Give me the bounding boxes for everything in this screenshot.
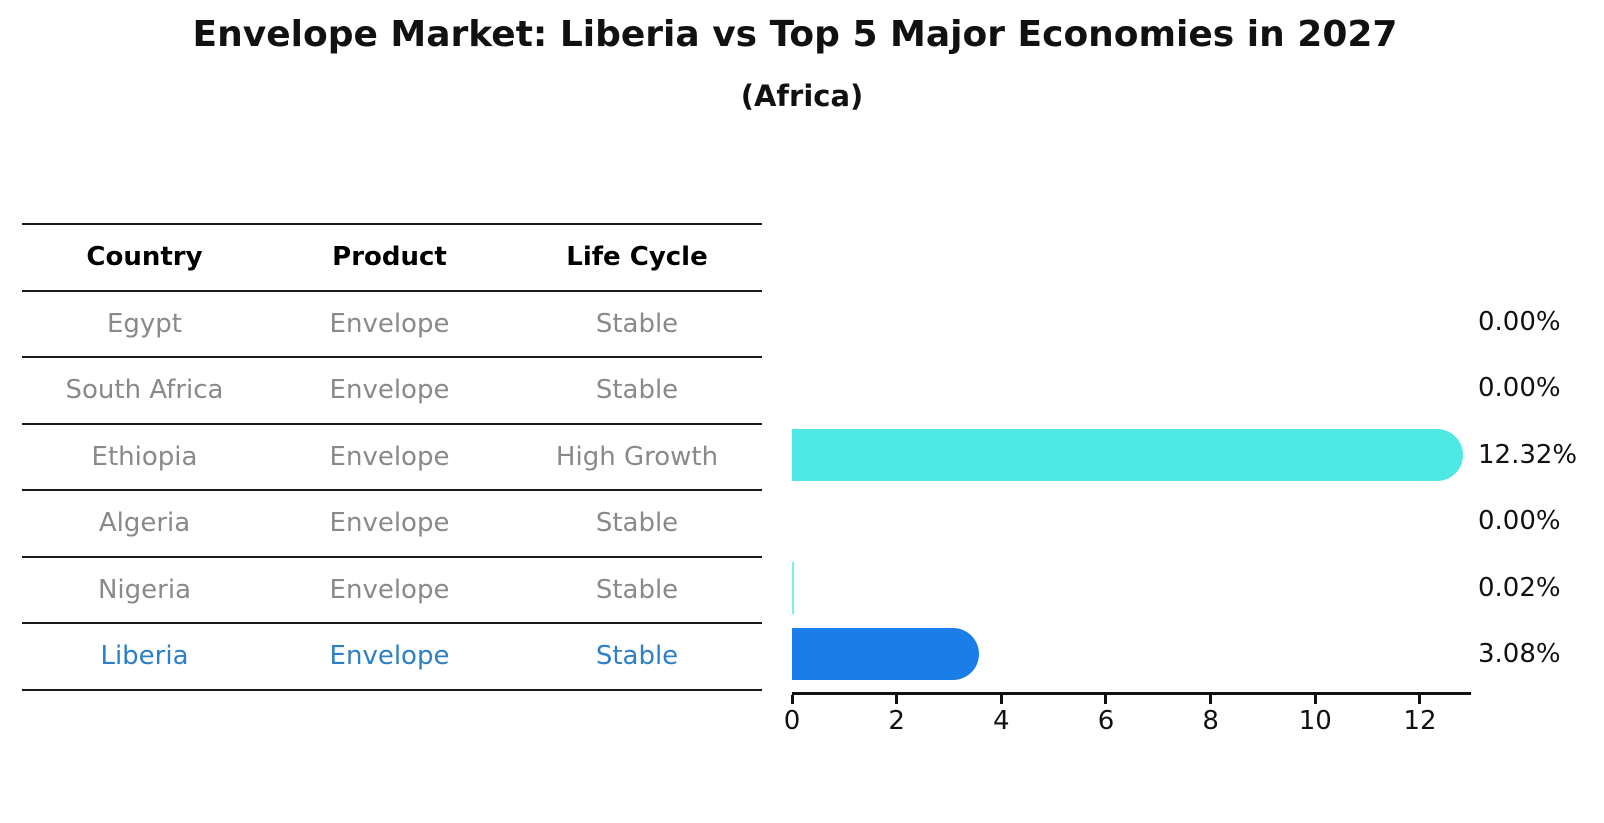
value-label-algeria: 0.00% bbox=[1478, 506, 1561, 536]
bar-liberia bbox=[792, 628, 980, 680]
x-axis-tick-label: 6 bbox=[1097, 706, 1115, 736]
cell-life-cycle: Stable bbox=[595, 641, 679, 672]
cell-life-cycle: Stable bbox=[595, 574, 679, 605]
value-label-south-africa: 0.00% bbox=[1478, 373, 1561, 403]
x-axis-tick bbox=[790, 695, 794, 704]
chart-title: Envelope Market: Liberia vs Top 5 Major … bbox=[192, 14, 1398, 55]
table-body: Egypt Envelope Stable South Africa Envelope S… bbox=[22, 292, 762, 691]
cell-life-cycle: Stable bbox=[595, 508, 679, 539]
value-label-ethiopia: 12.32% bbox=[1478, 440, 1578, 470]
cell-life-cycle: Stable bbox=[595, 375, 679, 406]
cell-country: Ethiopia bbox=[91, 441, 198, 472]
column-header-life-cycle: Life Cycle bbox=[566, 242, 708, 273]
x-axis-tick-label: 4 bbox=[993, 706, 1010, 736]
x-axis-tick-label: 12 bbox=[1403, 706, 1437, 736]
x-axis-tick-label: 0 bbox=[783, 706, 801, 736]
country-table: Country Product Life Cycle Egypt Envelope… bbox=[22, 223, 762, 691]
chart-subtitle: (Africa) bbox=[740, 79, 864, 113]
cell-life-cycle: High Growth bbox=[555, 441, 719, 472]
cell-country: Nigeria bbox=[97, 574, 192, 605]
cell-product: Envelope bbox=[329, 508, 450, 539]
bar-nigeria bbox=[792, 562, 794, 614]
x-axis-tick-label: 2 bbox=[888, 706, 905, 736]
x-axis-tick bbox=[1313, 695, 1317, 704]
table-row-ethiopia: Ethiopia Envelope High Growth bbox=[22, 425, 762, 491]
x-axis-tick bbox=[1104, 695, 1108, 704]
bar-ethiopia bbox=[792, 429, 1463, 481]
table-row-liberia: Liberia Envelope Stable bbox=[22, 624, 762, 691]
x-axis-line bbox=[792, 692, 1471, 695]
cell-country: Algeria bbox=[98, 508, 191, 539]
x-axis-tick-label: 8 bbox=[1202, 706, 1219, 736]
value-label-liberia: 3.08% bbox=[1478, 639, 1561, 669]
x-axis-tick bbox=[999, 695, 1003, 704]
value-label-nigeria: 0.02% bbox=[1478, 573, 1561, 603]
x-axis-tick-label: 10 bbox=[1298, 706, 1332, 736]
column-header-country: Country bbox=[86, 242, 203, 273]
table-row-nigeria: Nigeria Envelope Stable bbox=[22, 558, 762, 624]
table-row-south-africa: South Africa Envelope Stable bbox=[22, 358, 762, 425]
cell-country: Liberia bbox=[100, 641, 189, 672]
table-row-algeria: Algeria Envelope Stable bbox=[22, 491, 762, 558]
value-label-egypt: 0.00% bbox=[1478, 307, 1561, 337]
cell-product: Envelope bbox=[329, 641, 450, 672]
cell-product: Envelope bbox=[329, 308, 450, 339]
cell-product: Envelope bbox=[329, 441, 450, 472]
cell-product: Envelope bbox=[329, 375, 450, 406]
table-header-row: Country Product Life Cycle bbox=[22, 223, 762, 292]
column-header-product: Product bbox=[332, 242, 447, 273]
table-row-egypt: Egypt Envelope Stable bbox=[22, 292, 762, 358]
x-axis-tick bbox=[1418, 695, 1422, 704]
x-axis-tick bbox=[1209, 695, 1213, 704]
cell-country: South Africa bbox=[65, 375, 224, 406]
x-axis-tick bbox=[895, 695, 899, 704]
cell-product: Envelope bbox=[329, 574, 450, 605]
cell-life-cycle: Stable bbox=[595, 308, 679, 339]
cell-country: Egypt bbox=[106, 308, 183, 339]
